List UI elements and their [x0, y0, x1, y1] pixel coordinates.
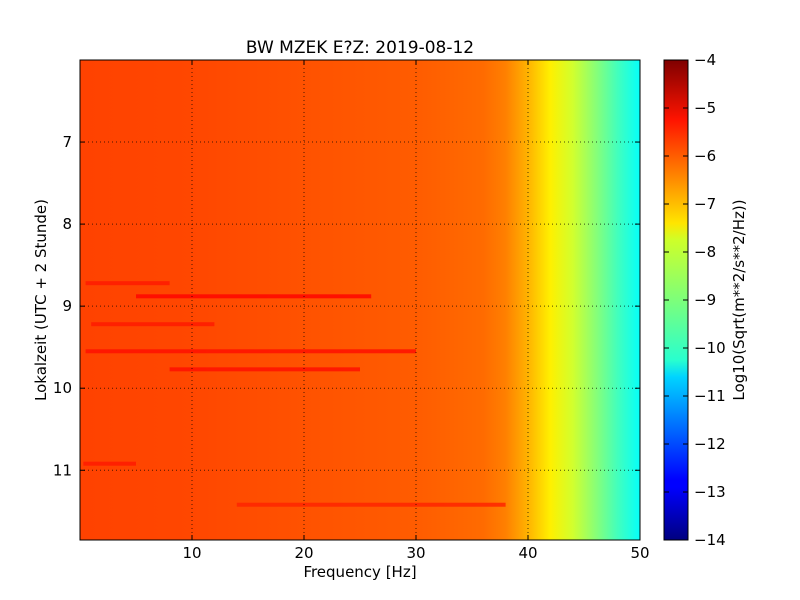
x-tick-label: 50 [630, 544, 649, 562]
noise-band [85, 349, 416, 354]
x-tick-label: 40 [518, 544, 537, 562]
noise-band [83, 461, 136, 466]
colorbar-tick-label: −6 [694, 147, 716, 165]
y-tick-label: 7 [62, 133, 72, 151]
colorbar-ticks: −4 −5 −6 −7 −8 −9 −10 −11 −12 −13 −14 [664, 51, 726, 549]
x-tick-label: 10 [182, 544, 201, 562]
x-tick-label: 20 [294, 544, 313, 562]
colorbar-tick-label: −13 [694, 483, 726, 501]
x-tick-label: 30 [406, 544, 425, 562]
y-axis-label: Lokalzeit (UTC + 2 Stunde) [32, 199, 50, 401]
grid-lines [80, 60, 640, 540]
noise-band [169, 367, 360, 372]
plot-frame [79, 59, 641, 541]
y-axis-ticks: 7 8 9 10 11 [53, 133, 640, 479]
noise-band [85, 281, 170, 286]
y-tick-label: 8 [62, 215, 72, 233]
colorbar: −4 −5 −6 −7 −8 −9 −10 −11 −12 −13 −14 Log10(Sqrt(m… [663, 51, 748, 549]
colorbar-tick-label: −14 [694, 531, 726, 549]
noise-band [91, 322, 215, 327]
y-tick-label: 11 [53, 461, 72, 479]
colorbar-tick-label: −5 [694, 99, 716, 117]
colorbar-tick-label: −9 [694, 291, 716, 309]
colorbar-tick-label: −4 [694, 51, 716, 69]
noise-band [236, 502, 506, 507]
noise-band [136, 294, 372, 299]
x-axis-label: Frequency [Hz] [303, 563, 416, 581]
spectrogram-image [80, 60, 640, 540]
y-tick-label: 9 [62, 297, 72, 315]
noise-bands [83, 281, 506, 507]
x-axis-ticks: 10 20 30 40 50 [182, 60, 650, 562]
colorbar-tick-label: −10 [694, 339, 726, 357]
spectrogram-plot: 10 20 30 40 50 7 8 9 10 11 [53, 59, 650, 562]
colorbar-tick-label: −8 [694, 243, 716, 261]
colorbar-label: Log10(Sqrt(m**2/s**2/Hz)) [730, 199, 748, 400]
colorbar-tick-label: −7 [694, 195, 716, 213]
y-tick-label: 10 [53, 379, 72, 397]
chart-title: BW MZEK E?Z: 2019-08-12 [246, 38, 474, 58]
colorbar-tick-label: −12 [694, 435, 726, 453]
colorbar-tick-label: −11 [694, 387, 726, 405]
